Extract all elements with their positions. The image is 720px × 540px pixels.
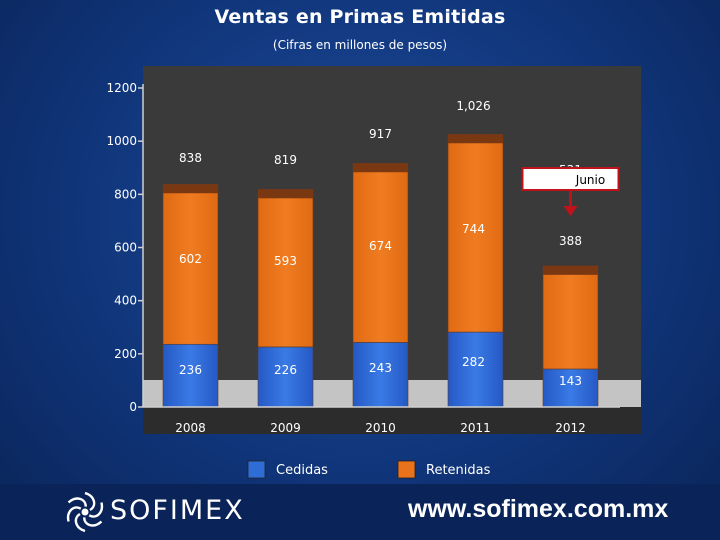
value-label-retenidas-2008: 602	[179, 252, 202, 266]
annotation-label: Junio	[575, 173, 605, 187]
chart-title: Ventas en Primas Emitidas	[214, 6, 506, 28]
value-label-cedidas-2008: 236	[179, 363, 202, 377]
value-label-total-2009: 819	[274, 153, 297, 167]
annotation-arrow-head	[563, 206, 578, 216]
y-tick-label: 400	[114, 294, 137, 308]
value-label-cedidas-2010: 243	[369, 361, 392, 375]
legend-label-cedidas: Cedidas	[276, 463, 328, 478]
plot-base	[143, 407, 641, 434]
chart-subtitle: (Cifras en millones de pesos)	[272, 38, 448, 52]
brand-name: SOFIMEX	[110, 495, 245, 526]
bar-cap-2011	[448, 134, 503, 144]
x-tick-label-2009: 2009	[270, 421, 301, 435]
legend-swatch-retenidas	[397, 460, 416, 479]
x-tick-label-2012: 2012	[555, 421, 586, 435]
value-label-cedidas-2011: 282	[462, 355, 485, 369]
bar-cedidas-2009	[257, 346, 314, 408]
bar-cedidas-2012	[542, 368, 599, 408]
stacked-bar-chart: 236 602 838 2008 226 593 819 2009 243 674 917 2010 2…	[106, 66, 641, 479]
bar-cedidas-2010	[352, 342, 409, 408]
website-link[interactable]: www.sofimex.com.mx	[408, 495, 669, 523]
y-tick-label: 600	[114, 241, 137, 255]
y-tick-label: 1200	[106, 81, 137, 95]
value-label-retenidas-2012: 388	[559, 234, 582, 248]
footer-band	[0, 484, 720, 540]
bar-cedidas-2008	[162, 343, 219, 408]
value-label-cedidas-2012: 143	[559, 374, 582, 388]
value-label-retenidas-2010: 674	[369, 239, 392, 253]
bar-cap-2008	[163, 184, 218, 194]
bar-retenidas-2010	[352, 162, 409, 343]
value-label-total-2008: 838	[179, 151, 202, 165]
bar-retenidas-2012	[542, 265, 599, 370]
value-label-cedidas-2009: 226	[274, 363, 297, 377]
bar-cap-2009	[258, 189, 313, 199]
bar-retenidas-2008	[162, 183, 219, 345]
sofimex-logo-icon	[66, 491, 104, 533]
value-label-total-2011: 1,026	[456, 99, 490, 113]
value-label-retenidas-2011: 744	[462, 222, 485, 236]
bar-cap-2010	[353, 163, 408, 173]
x-tick-label-2011: 2011	[460, 421, 491, 435]
bar-cap-2012	[543, 265, 598, 275]
bar-retenidas-2011	[447, 133, 504, 333]
y-tick-label: 1000	[106, 134, 137, 148]
annotation-box	[521, 167, 620, 191]
y-tick-label: 0	[129, 400, 137, 414]
y-tick-label: 200	[114, 347, 137, 361]
value-label-retenidas-2009: 593	[274, 254, 297, 268]
y-tick-label: 800	[114, 187, 137, 201]
value-label-total-2010: 917	[369, 127, 392, 141]
bar-retenidas-2009	[257, 188, 314, 348]
legend-swatch-cedidas	[247, 460, 266, 479]
x-tick-label-2008: 2008	[175, 421, 206, 435]
legend-label-retenidas: Retenidas	[426, 463, 491, 478]
bar-cedidas-2011	[447, 331, 504, 408]
x-tick-label-2010: 2010	[365, 421, 396, 435]
